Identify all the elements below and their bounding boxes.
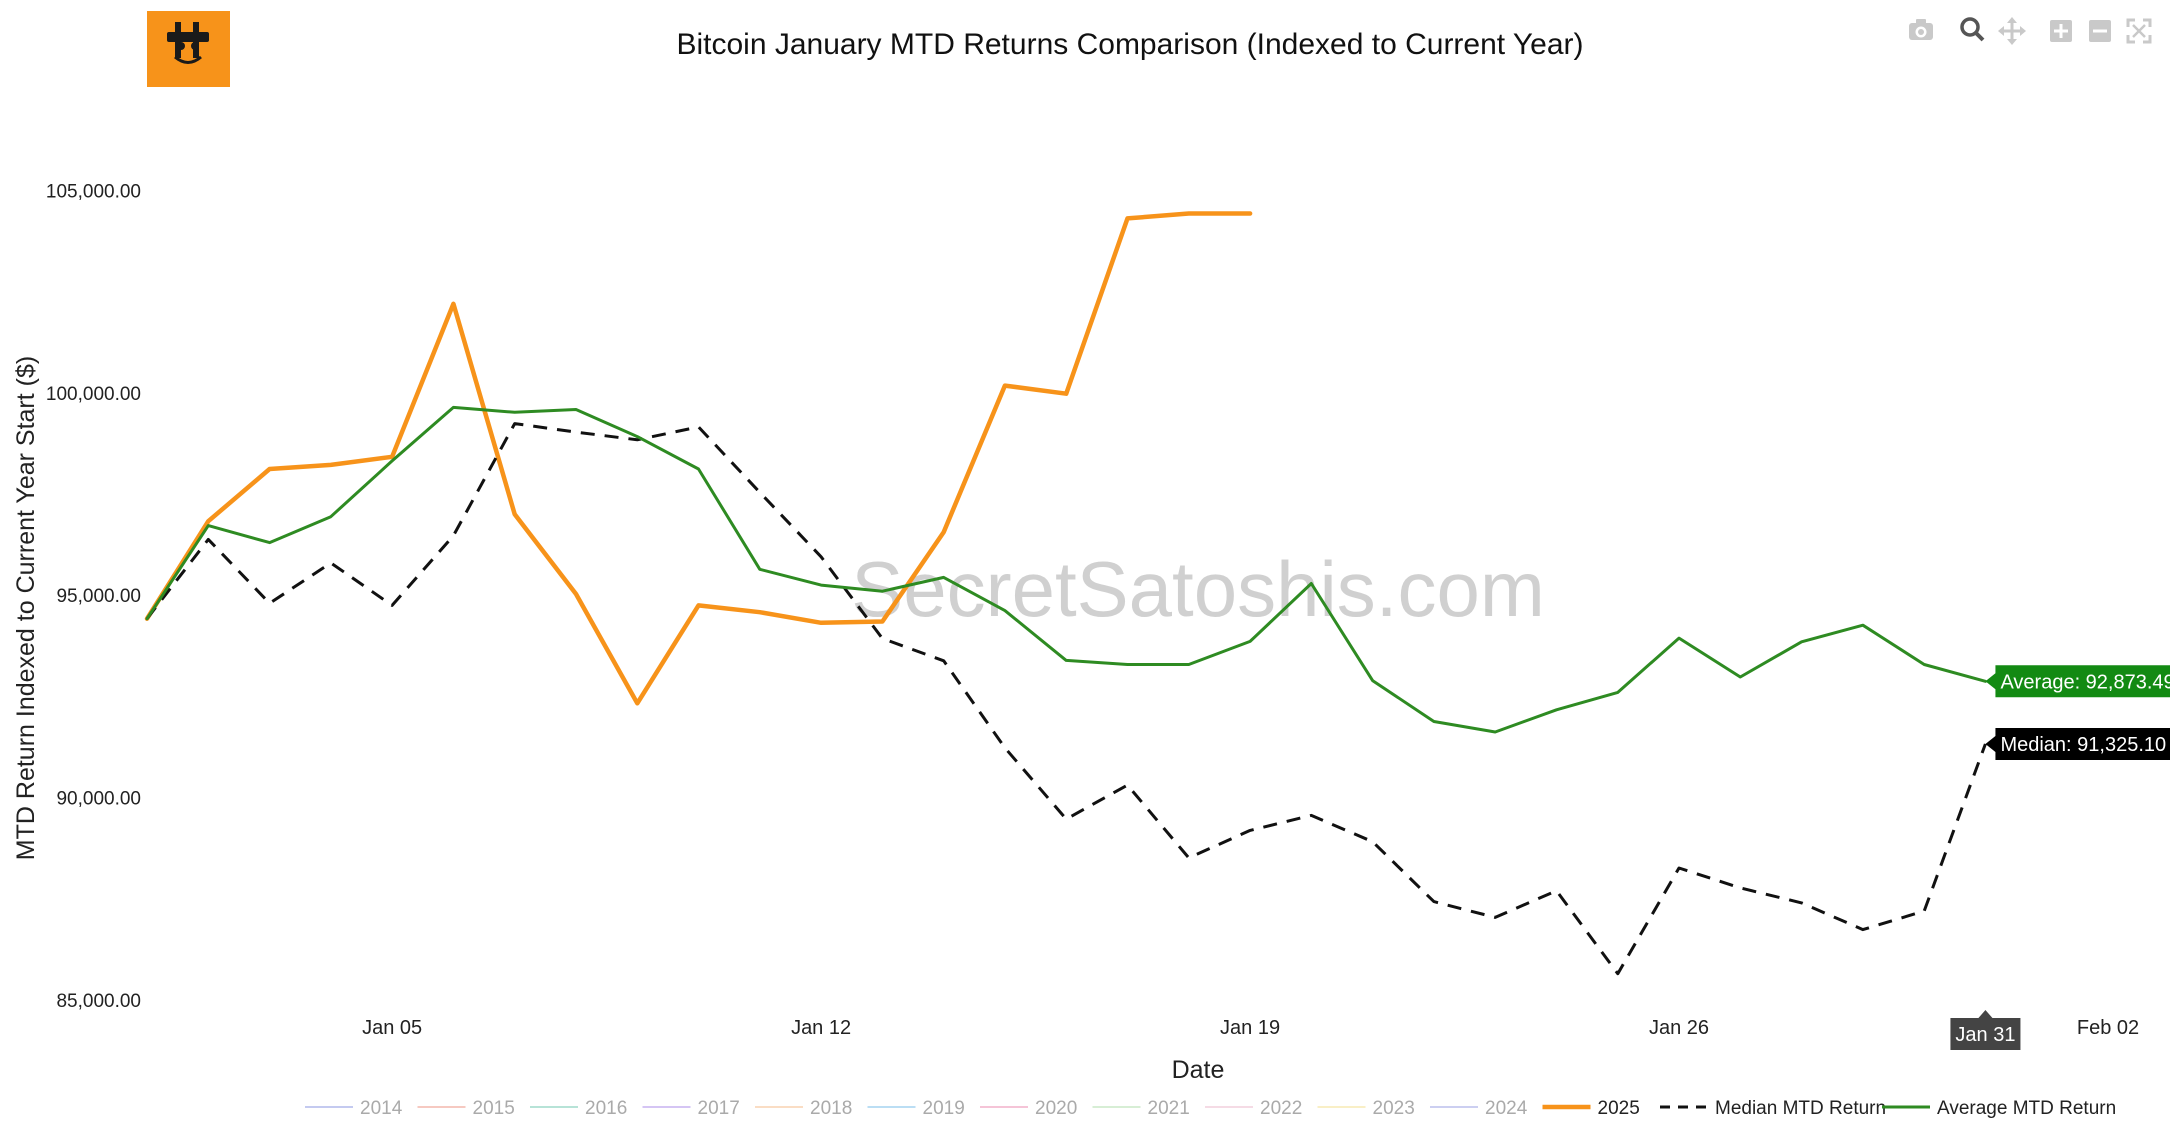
legend-label: 2016: [585, 1098, 627, 1119]
y-axis: 85,000.00 90,000.00 95,000.00 100,000.00 105…: [46, 181, 141, 1012]
legend-label: 2015: [473, 1098, 515, 1119]
legend-item[interactable]: 2021: [1092, 1098, 1190, 1119]
y-tick-label: 105,000.00: [46, 181, 141, 202]
hover-layer: Jan 31: [1950, 1010, 2021, 1050]
x-tick-label: Jan 05: [362, 1017, 422, 1039]
legend-item[interactable]: 2016: [530, 1098, 627, 1119]
watermark: SecretSatoshis.com: [851, 545, 1545, 633]
x-tick-label: Jan 19: [1220, 1017, 1280, 1039]
legend-label: 2020: [1035, 1098, 1077, 1119]
annotation-median-mtd-return: Median: 91,325.10: [1985, 727, 2170, 760]
series-layer: [144, 211, 1987, 976]
x-tick-label: Feb 02: [2077, 1017, 2139, 1039]
legend-item[interactable]: 2020: [980, 1098, 1077, 1119]
legend-label: 2018: [810, 1098, 852, 1119]
series-line-2025[interactable]: [144, 211, 1253, 706]
annotation-label: Median: 91,325.10: [2000, 734, 2166, 756]
legend-label: 2025: [1598, 1098, 1640, 1119]
annotation-bg: [1985, 665, 2170, 698]
zoom-icon[interactable]: [1960, 17, 1985, 42]
annotation-bg: [1985, 727, 2170, 760]
y-tick-label: 90,000.00: [56, 789, 141, 810]
modebar: [1909, 17, 2152, 45]
legend-label: 2024: [1485, 1098, 1528, 1119]
legend-label: 2023: [1373, 1098, 1415, 1119]
legend-label: 2022: [1260, 1098, 1302, 1119]
legend-label: Median MTD Return: [1715, 1098, 1886, 1119]
legend-item[interactable]: Median MTD Return: [1660, 1098, 1886, 1119]
legend-label: 2014: [360, 1098, 403, 1119]
x-axis: Jan 05 Jan 12 Jan 19 Jan 26 Feb 02: [362, 1017, 2139, 1039]
x-tick-label: Jan 26: [1649, 1017, 1709, 1039]
annotation-layer: Average: 92,873.49 Median: 91,325.10: [1985, 665, 2170, 760]
legend-item[interactable]: 2025: [1542, 1098, 1640, 1119]
legend-label: Average MTD Return: [1937, 1098, 2116, 1119]
y-tick-label: 100,000.00: [46, 384, 141, 405]
legend-item[interactable]: 2019: [867, 1098, 965, 1119]
legend-label: 2019: [923, 1098, 965, 1119]
legend-label: 2017: [698, 1098, 740, 1119]
series-line-average-mtd-return[interactable]: [145, 405, 1987, 734]
autoscale-icon[interactable]: [2126, 18, 2152, 44]
y-tick-label: 85,000.00: [56, 991, 141, 1012]
legend-label: 2021: [1148, 1098, 1190, 1119]
legend-item[interactable]: Average MTD Return: [1882, 1098, 2116, 1119]
y-tick-label: 95,000.00: [56, 586, 141, 607]
chart-title: Bitcoin January MTD Returns Comparison (…: [676, 28, 1583, 61]
x-tick-label: Jan 12: [791, 1017, 851, 1039]
hover-x-label-bg: [1950, 1010, 2021, 1050]
legend-item[interactable]: 2018: [755, 1098, 852, 1119]
legend: 2014 2015 2016 2017 2018 2019 2020 2021 2022 2023…: [305, 1098, 2116, 1119]
hover-x-label: Jan 31: [1955, 1024, 2015, 1046]
pan-icon[interactable]: [1998, 17, 2026, 45]
logo: [147, 11, 230, 87]
legend-item[interactable]: 2015: [417, 1098, 515, 1119]
y-axis-title: MTD Return Indexed to Current Year Start…: [12, 356, 40, 860]
annotation-label: Average: 92,873.49: [2000, 671, 2170, 693]
annotation-average-mtd-return: Average: 92,873.49: [1985, 665, 2170, 698]
camera-icon[interactable]: [1909, 19, 1933, 40]
legend-item[interactable]: 2022: [1205, 1098, 1302, 1119]
legend-item[interactable]: 2017: [642, 1098, 740, 1119]
x-axis-title: Date: [1172, 1056, 1225, 1084]
bitcoin-mascot-icon: [167, 22, 209, 64]
legend-item[interactable]: 2014: [305, 1098, 403, 1119]
logo-background: [147, 11, 230, 87]
zoom-in-icon[interactable]: [2050, 20, 2072, 42]
zoom-out-icon[interactable]: [2089, 20, 2111, 42]
legend-item[interactable]: 2024: [1430, 1098, 1528, 1119]
legend-item[interactable]: 2023: [1317, 1098, 1415, 1119]
series-line-median-mtd-return[interactable]: [145, 422, 1987, 976]
